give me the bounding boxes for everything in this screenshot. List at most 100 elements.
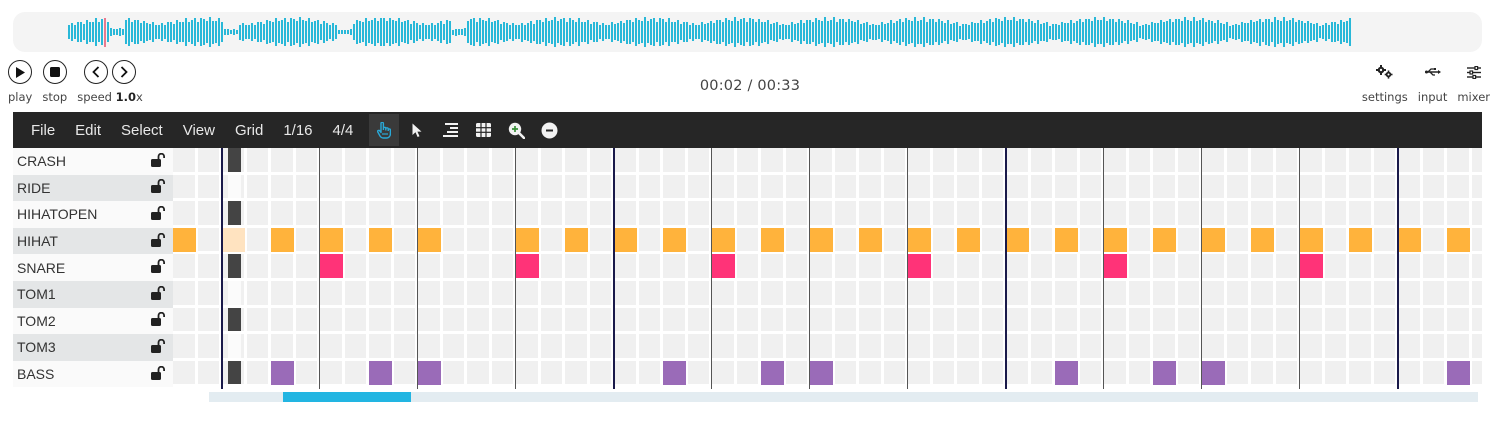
step-cell[interactable] [1471, 227, 1482, 252]
step-cell[interactable] [834, 360, 856, 385]
step-cell[interactable] [932, 148, 954, 172]
step-cell[interactable] [1079, 227, 1101, 252]
step-cell[interactable] [1251, 148, 1273, 172]
step-cell[interactable] [442, 201, 464, 225]
step-cell[interactable] [1447, 307, 1469, 332]
step-cell[interactable] [736, 254, 758, 278]
step-cell[interactable] [1226, 334, 1248, 358]
step-cell[interactable] [467, 174, 489, 199]
step-cell[interactable] [1398, 148, 1420, 172]
step-cell[interactable] [442, 281, 464, 305]
step-cell[interactable] [1324, 174, 1346, 199]
step-cell[interactable] [1006, 334, 1028, 358]
step-cell[interactable] [418, 307, 440, 332]
unlock-icon[interactable] [151, 312, 165, 329]
step-cell[interactable] [736, 360, 758, 385]
step-cell[interactable] [1373, 254, 1395, 278]
step-cell[interactable] [663, 148, 685, 172]
step-cell[interactable] [908, 334, 930, 358]
step-cell[interactable] [981, 201, 1003, 225]
step-cell[interactable] [393, 334, 415, 358]
step-cell[interactable] [246, 254, 268, 278]
step-cell[interactable] [932, 307, 954, 332]
step-cell[interactable] [908, 148, 930, 172]
step-cell[interactable] [1275, 174, 1297, 199]
step-cell[interactable] [1177, 174, 1199, 199]
step-cell[interactable] [981, 281, 1003, 305]
scrollbar-thumb[interactable] [283, 392, 411, 402]
step-cell[interactable] [663, 174, 685, 199]
step-cell[interactable] [197, 307, 219, 332]
note-hihat[interactable] [1202, 227, 1225, 252]
step-cell[interactable] [981, 227, 1003, 252]
step-cell[interactable] [614, 254, 636, 278]
step-cell[interactable] [1128, 334, 1150, 358]
note-snare[interactable] [712, 254, 735, 279]
step-cell[interactable] [810, 254, 832, 278]
step-cell[interactable] [1006, 254, 1028, 278]
step-cell[interactable] [1006, 148, 1028, 172]
step-cell[interactable] [197, 201, 219, 225]
step-cell[interactable] [834, 148, 856, 172]
note-hihat[interactable] [761, 227, 784, 252]
step-cell[interactable] [1177, 254, 1199, 278]
step-cell[interactable] [442, 334, 464, 358]
step-cell[interactable] [1128, 281, 1150, 305]
step-cell[interactable] [1300, 148, 1322, 172]
step-cell[interactable] [516, 174, 538, 199]
step-cell[interactable] [957, 201, 979, 225]
step-cell[interactable] [785, 281, 807, 305]
step-cell[interactable] [883, 254, 905, 278]
step-cell[interactable] [638, 227, 660, 252]
step-cell[interactable] [1275, 254, 1297, 278]
step-cell[interactable] [859, 174, 881, 199]
step-cell[interactable] [1153, 174, 1175, 199]
step-cell[interactable] [1128, 201, 1150, 225]
note-hihat[interactable] [1055, 227, 1078, 252]
step-cell[interactable] [320, 174, 342, 199]
step-cell[interactable] [908, 174, 930, 199]
step-cell[interactable] [589, 281, 611, 305]
step-cell[interactable] [638, 174, 660, 199]
step-cell[interactable] [320, 334, 342, 358]
step-cell[interactable] [344, 334, 366, 358]
step-cell[interactable] [1128, 174, 1150, 199]
step-cell[interactable] [369, 281, 391, 305]
step-cell[interactable] [565, 307, 587, 332]
step-cell[interactable] [1030, 281, 1052, 305]
note-hihat[interactable] [810, 227, 833, 252]
step-cell[interactable] [614, 148, 636, 172]
step-cell[interactable] [663, 254, 685, 278]
step-cell[interactable] [981, 254, 1003, 278]
stop-button[interactable] [42, 60, 67, 84]
step-cell[interactable] [491, 174, 513, 199]
step-cell[interactable] [295, 281, 317, 305]
step-cell[interactable] [246, 174, 268, 199]
step-cell[interactable] [1177, 201, 1199, 225]
step-cell[interactable] [957, 148, 979, 172]
step-cell[interactable] [467, 281, 489, 305]
step-cell[interactable] [1128, 360, 1150, 385]
note-hihat[interactable] [957, 227, 980, 252]
step-cell[interactable] [344, 254, 366, 278]
step-cell[interactable] [589, 307, 611, 332]
speed-up-button[interactable] [112, 60, 136, 84]
step-cell[interactable] [369, 174, 391, 199]
step-cell[interactable] [1226, 148, 1248, 172]
step-cell[interactable] [1202, 254, 1224, 278]
step-cell[interactable] [687, 281, 709, 305]
step-cell[interactable] [418, 148, 440, 172]
note-hihat[interactable] [320, 227, 343, 252]
hand-tool-button[interactable] [369, 114, 400, 146]
menu-grid[interactable]: Grid [234, 121, 264, 139]
step-cell[interactable] [834, 334, 856, 358]
step-cell[interactable] [1177, 281, 1199, 305]
step-cell[interactable] [1055, 254, 1077, 278]
note-hihat[interactable] [1447, 227, 1470, 252]
step-cell[interactable] [834, 174, 856, 199]
step-cell[interactable] [540, 254, 562, 278]
step-cell[interactable] [271, 307, 293, 332]
step-cell[interactable] [1202, 281, 1224, 305]
step-cell[interactable] [1251, 254, 1273, 278]
step-cell[interactable] [785, 148, 807, 172]
